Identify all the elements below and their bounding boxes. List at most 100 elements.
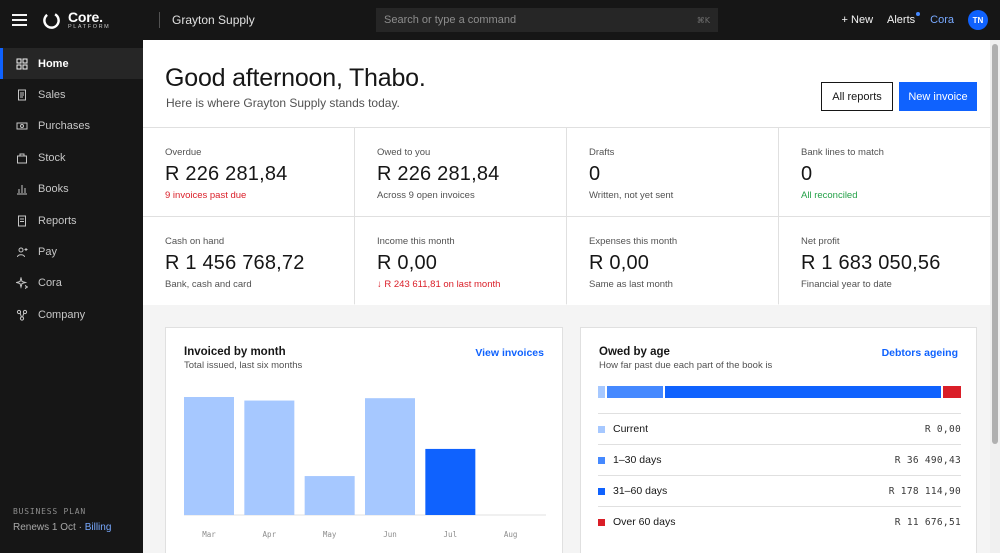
search-shortcut: ⌘K [696, 15, 710, 25]
card-title: Owed by age [599, 346, 670, 358]
bar-chart-icon [16, 183, 28, 195]
stat-tile[interactable]: Bank lines to match 0 All reconciled [779, 128, 990, 216]
stat-tile[interactable]: Overdue R 226 281,84 9 invoices past due [143, 128, 354, 216]
page-header: Good afternoon, Thabo. Here is where Gra… [143, 40, 990, 128]
scrollbar[interactable] [990, 40, 1000, 553]
alerts-label: Alerts [887, 14, 916, 26]
logo-name: Core. [68, 8, 103, 25]
stat-tile[interactable]: Cash on hand R 1 456 768,72 Bank, cash and… [143, 217, 354, 305]
page-subtitle: Here is where Grayton Supply stands toda… [166, 96, 400, 110]
new-invoice-button[interactable]: New invoice [899, 82, 977, 111]
stat-tile[interactable]: Drafts 0 Written, not yet sent [567, 128, 778, 216]
ageing-segment [942, 386, 961, 398]
sidebar-item-label: Home [38, 57, 69, 70]
stat-value: 0 [589, 163, 601, 185]
stat-label: Owed to you [377, 147, 431, 158]
stat-tile[interactable]: Net profit R 1 683 050,56 Financial year t… [779, 217, 990, 305]
top-bar: Core. PLATFORM Grayton Supply Search or … [0, 0, 1000, 40]
chart-tick-label: Jul [444, 530, 458, 539]
sidebar-item-company[interactable]: Company [0, 299, 143, 330]
chart-bar-jun[interactable] [365, 398, 415, 515]
logo-icon [43, 11, 60, 29]
sidebar-item-pay[interactable]: Pay [0, 236, 143, 267]
menu-icon[interactable] [1, 0, 37, 40]
card-title: Invoiced by month [184, 346, 286, 358]
chart-tick-label: Jun [383, 530, 397, 539]
cora-button[interactable]: Cora [930, 14, 954, 26]
stat-note: Financial year to date [801, 279, 892, 290]
stat-value: R 0,00 [377, 252, 438, 274]
ageing-stacked-bar [598, 386, 961, 398]
sidebar-item-sales[interactable]: Sales [0, 79, 143, 110]
command-search[interactable]: Search or type a command ⌘K [376, 8, 718, 32]
plan-renews-text: Renews 1 Oct · [13, 522, 85, 533]
chart-bar-may[interactable] [304, 476, 355, 515]
avatar[interactable]: TN [968, 10, 988, 30]
main-content: Good afternoon, Thabo. Here is where Gra… [143, 40, 1000, 553]
ageing-row[interactable]: Over 60 days R 11 676,51 [598, 506, 961, 537]
plan-info: BUSINESS PLAN Renews 1 Oct · Billing [13, 507, 111, 533]
ageing-row-label: Current [598, 423, 648, 435]
chart-tick-label: May [323, 530, 337, 539]
sidebar-item-label: Company [38, 308, 86, 321]
new-button[interactable]: + New [841, 14, 874, 26]
ageing-list: Current R 0,00 1–30 days R 36 490,43 31–60 d… [598, 413, 961, 537]
ageing-bucket: 1–30 days [613, 454, 662, 466]
ageing-bucket: Over 60 days [613, 516, 676, 528]
billing-link[interactable]: Billing [84, 522, 112, 533]
invoiced-by-month-card: Invoiced by month Total issued, last six… [165, 327, 563, 553]
all-reports-button[interactable]: All reports [821, 82, 893, 111]
chart-bar-apr[interactable] [244, 400, 295, 515]
sidebar-item-label: Cora [38, 277, 62, 290]
network-icon [16, 309, 28, 321]
sidebar: Home Sales Purchases Stock Books Reports… [0, 40, 143, 553]
stat-label: Net profit [801, 236, 840, 247]
alerts-button[interactable]: Alerts [887, 12, 921, 26]
home-icon [16, 58, 28, 70]
ageing-row[interactable]: Current R 0,00 [598, 413, 961, 444]
legend-swatch [598, 456, 605, 464]
stat-tile[interactable]: Income this month R 0,00 ↓ R 243 611,81 on… [355, 217, 566, 305]
stat-note: All reconciled [801, 190, 858, 201]
sidebar-item-cora[interactable]: Cora [0, 268, 143, 299]
chart-bar-jul[interactable] [425, 448, 476, 515]
invoiced-bar-chart: Mar Apr May Jun Jul Aug [184, 397, 546, 539]
sidebar-item-reports[interactable]: Reports [0, 205, 143, 236]
stat-label: Cash on hand [165, 236, 225, 247]
ageing-bucket: 31–60 days [613, 485, 668, 497]
stat-note: Written, not yet sent [589, 190, 674, 201]
person-add-icon [16, 246, 28, 258]
chart-tick-label: Apr [263, 530, 277, 539]
ageing-row-label: 31–60 days [598, 485, 667, 497]
view-invoices-link[interactable]: View invoices [475, 347, 544, 359]
sidebar-item-purchases[interactable]: Purchases [0, 111, 143, 142]
sidebar-item-label: Pay [38, 246, 57, 259]
stat-tile[interactable]: Expenses this month R 0,00 Same as last mo… [567, 217, 778, 305]
logo[interactable]: Core. PLATFORM [42, 0, 110, 40]
stat-note: 9 invoices past due [165, 190, 247, 201]
sparkle-icon [16, 277, 28, 290]
stat-label: Overdue [165, 147, 202, 158]
sidebar-item-stock[interactable]: Stock [0, 142, 143, 173]
sidebar-item-home[interactable]: Home [0, 48, 143, 80]
alerts-indicator [916, 12, 921, 16]
stat-tile[interactable]: Owed to you R 226 281,84 Across 9 open inv… [355, 128, 566, 216]
ageing-row[interactable]: 1–30 days R 36 490,43 [598, 444, 961, 475]
chart-tick-label: Mar [202, 530, 216, 539]
debtors-ageing-link[interactable]: Debtors ageing [881, 347, 958, 359]
sidebar-item-books[interactable]: Books [0, 174, 143, 205]
ageing-row[interactable]: 31–60 days R 178 114,90 [598, 475, 961, 506]
stat-value: R 226 281,84 [377, 163, 500, 185]
ageing-amount: R 178 114,90 [888, 485, 961, 497]
stat-note: ↓ R 243 611,81 on last month [377, 279, 501, 290]
ageing-amount: R 11 676,51 [894, 516, 961, 528]
legend-swatch [598, 487, 605, 495]
stat-label: Bank lines to match [801, 147, 884, 158]
stat-note: Bank, cash and card [165, 279, 252, 290]
stat-label: Expenses this month [589, 236, 678, 247]
chart-bar-mar[interactable] [184, 397, 234, 515]
scroll-thumb[interactable] [992, 44, 998, 444]
company-name[interactable]: Grayton Supply [172, 13, 255, 27]
stat-value: R 1 683 050,56 [801, 252, 941, 274]
sidebar-item-label: Purchases [38, 120, 90, 133]
